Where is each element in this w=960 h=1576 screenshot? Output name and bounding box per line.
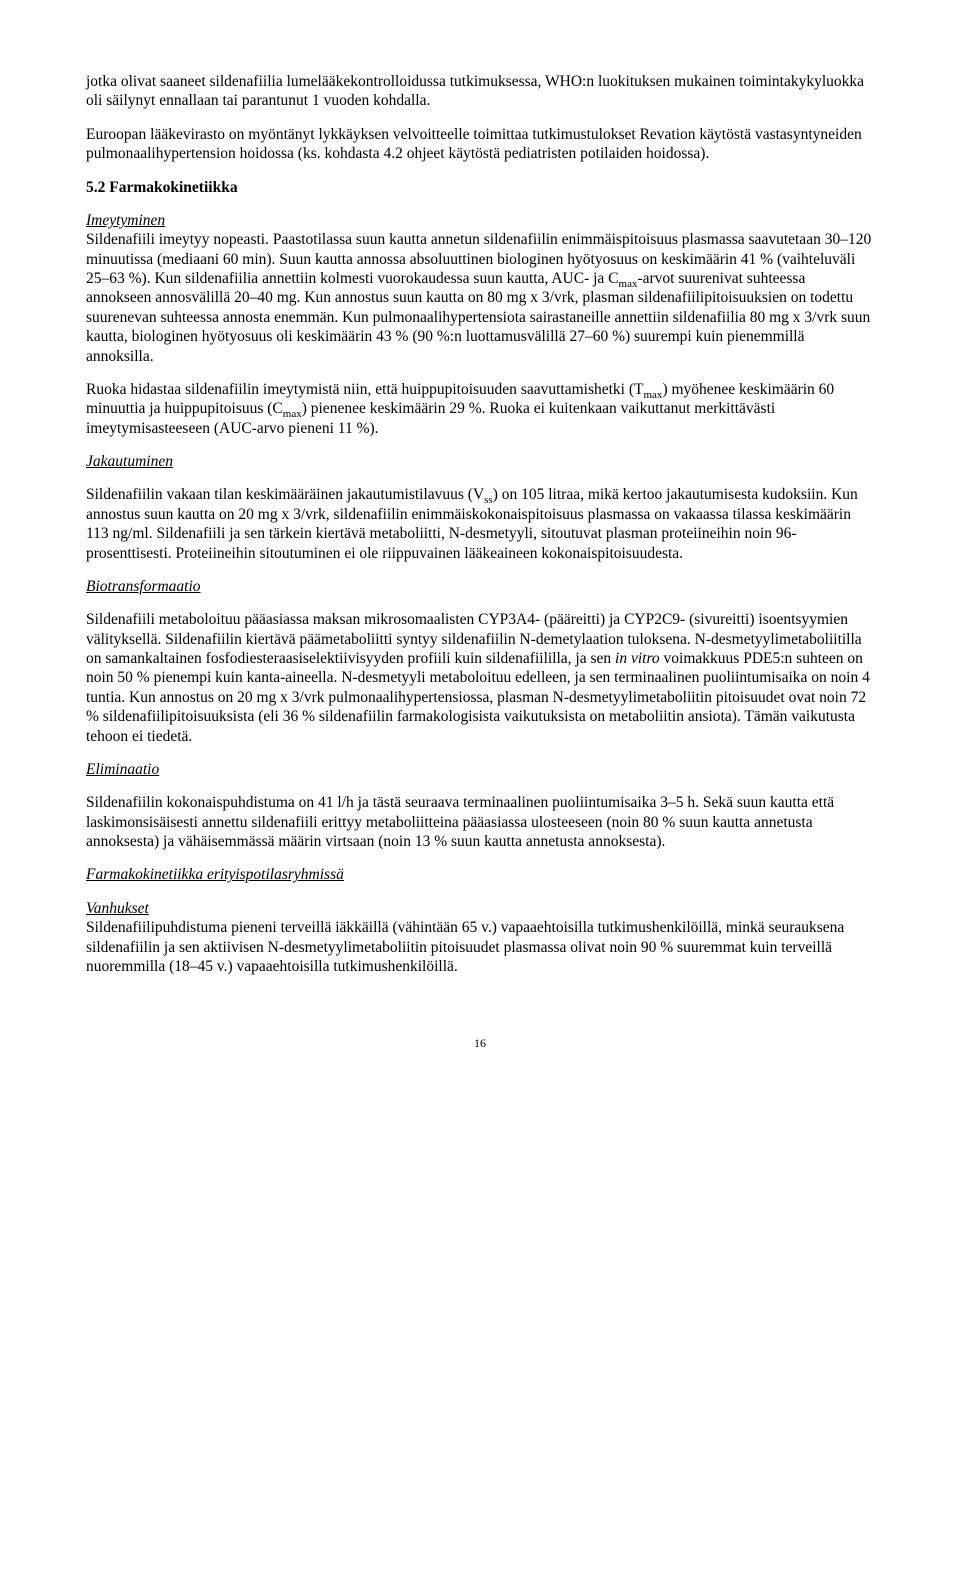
subheading-jakautuminen: Jakautuminen — [86, 452, 874, 471]
subheading-vanhukset: Vanhukset — [86, 899, 874, 918]
subscript-ss: ss — [484, 494, 493, 506]
text-span: Ruoka hidastaa sildenafiilin imeytymistä… — [86, 381, 643, 398]
paragraph-eu-agency: Euroopan lääkevirasto on myöntänyt lykkä… — [86, 125, 874, 164]
subheading-erityispotilasryhmissa: Farmakokinetiikka erityispotilasryhmissä — [86, 865, 874, 884]
paragraph-eliminaatio: Sildenafiilin kokonaispuhdistuma on 41 l… — [86, 793, 874, 851]
subscript-max: max — [283, 408, 302, 420]
heading-5-2: 5.2 Farmakokinetiikka — [86, 178, 874, 197]
paragraph-intro: jotka olivat saaneet sildenafiilia lumel… — [86, 72, 874, 111]
subheading-imeytyminen: Imeytyminen — [86, 211, 874, 230]
text-span: Sildenafiilin vakaan tilan keskimääräine… — [86, 486, 484, 503]
paragraph-jakautuminen: Sildenafiilin vakaan tilan keskimääräine… — [86, 485, 874, 563]
paragraph-vanhukset: Sildenafiilipuhdistuma pieneni terveillä… — [86, 918, 874, 976]
paragraph-biotransformaatio: Sildenafiili metaboloituu pääasiassa mak… — [86, 610, 874, 746]
page-number: 16 — [86, 1036, 874, 1051]
paragraph-imeytyminen-1: Sildenafiili imeytyy nopeasti. Paastotil… — [86, 230, 874, 366]
subheading-biotransformaatio: Biotransformaatio — [86, 577, 874, 596]
paragraph-imeytyminen-2: Ruoka hidastaa sildenafiilin imeytymistä… — [86, 380, 874, 438]
text-in-vitro: in vitro — [615, 650, 660, 667]
subheading-eliminaatio: Eliminaatio — [86, 760, 874, 779]
